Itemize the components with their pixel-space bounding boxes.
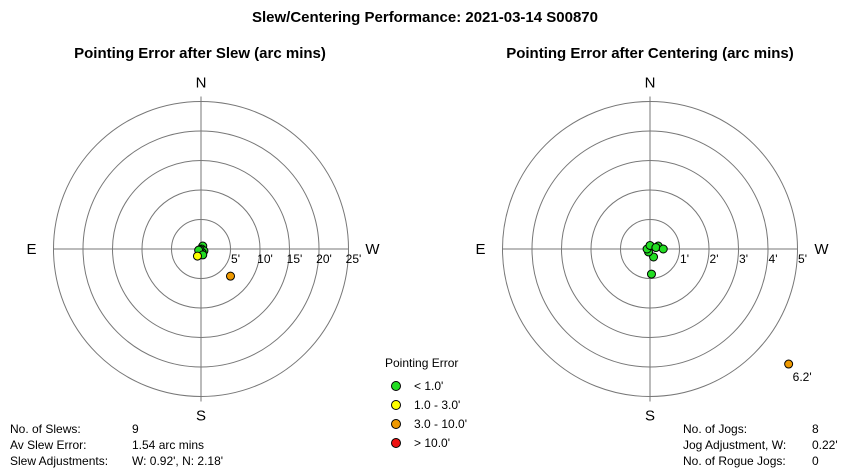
legend-item: 3.0 - 10.0' xyxy=(391,414,467,433)
legend-title: Pointing Error xyxy=(385,356,459,370)
legend-item-label: < 1.0' xyxy=(414,378,444,393)
centering-data-point xyxy=(658,244,668,254)
centering-ring-label: 3' xyxy=(739,252,748,266)
red-dot-icon xyxy=(391,437,401,448)
slew-ring-label: 10' xyxy=(257,252,273,266)
slew-ring-label: 20' xyxy=(316,252,332,266)
slew-stat-value: W: 0.92', N: 2.18' xyxy=(132,454,224,468)
slew-chart-title: Pointing Error after Slew (arc mins) xyxy=(74,45,326,62)
main-title: Slew/Centering Performance: 2021-03-14 S… xyxy=(251,9,598,26)
centering-polar-chart: N S E W 1' 2' 3' 4' 5' 6.2' xyxy=(475,75,829,425)
jog-stat-value: 0 xyxy=(812,454,819,468)
slew-stat-label: Av Slew Error: xyxy=(10,438,87,452)
slew-direction-east: E xyxy=(26,241,36,258)
slew-stat-row: No. of Slews: 9 xyxy=(10,421,223,437)
slew-data-point xyxy=(192,251,202,261)
centering-direction-east: E xyxy=(475,241,485,258)
centering-data-point xyxy=(784,359,794,369)
centering-direction-south: S xyxy=(645,408,655,425)
legend-item: < 1.0' xyxy=(391,376,467,395)
centering-ring-label: 2' xyxy=(710,252,719,266)
slew-stat-label: Slew Adjustments: xyxy=(10,454,109,468)
orange-dot-icon xyxy=(391,418,401,429)
slew-polar-chart: N S E W 5' 10' 15' 20' 25' xyxy=(26,75,380,425)
jog-stat-label: Jog Adjustment, W: xyxy=(683,438,787,452)
slew-stat-value: 1.54 arc mins xyxy=(132,438,205,452)
legend-item: 1.0 - 3.0' xyxy=(391,395,467,414)
centering-direction-north: N xyxy=(645,75,656,92)
centering-ring-label: 1' xyxy=(680,252,689,266)
jog-stat-label: No. of Rogue Jogs: xyxy=(683,454,786,468)
jog-stats: No. of Jogs: 8 Jog Adjustment, W: 0.22' … xyxy=(683,421,838,469)
slew-stats: No. of Slews: 9 Av Slew Error: 1.54 arc … xyxy=(10,421,223,469)
slew-direction-west: W xyxy=(365,241,380,258)
centering-chart-title: Pointing Error after Centering (arc mins… xyxy=(506,45,794,62)
jog-stat-row: No. of Jogs: 8 xyxy=(683,421,838,437)
centering-direction-west: W xyxy=(814,241,829,258)
jog-stat-label: No. of Jogs: xyxy=(683,422,748,436)
jog-stat-row: No. of Rogue Jogs: 0 xyxy=(683,453,838,469)
green-dot-icon xyxy=(391,380,401,391)
slew-ring-label: 15' xyxy=(287,252,303,266)
slew-direction-south: S xyxy=(196,408,206,425)
legend: Pointing Error < 1.0' 1.0 - 3.0' 3.0 - 1… xyxy=(385,356,467,452)
centering-ring-label: 4' xyxy=(769,252,778,266)
yellow-dot-icon xyxy=(391,399,401,410)
slew-stat-row: Av Slew Error: 1.54 arc mins xyxy=(10,437,223,453)
slew-stat-value: 9 xyxy=(132,422,139,436)
centering-point-label: 6.2' xyxy=(793,370,812,384)
legend-item-label: 3.0 - 10.0' xyxy=(414,416,467,431)
slew-ring-label: 25' xyxy=(346,252,362,266)
legend-item: > 10.0' xyxy=(391,433,467,452)
slew-direction-north: N xyxy=(196,75,207,92)
jog-stat-value: 8 xyxy=(812,422,819,436)
legend-item-label: > 10.0' xyxy=(414,435,450,450)
slew-stat-row: Slew Adjustments: W: 0.92', N: 2.18' xyxy=(10,453,223,469)
jog-stat-row: Jog Adjustment, W: 0.22' xyxy=(683,437,838,453)
slew-ring-label: 5' xyxy=(231,252,240,266)
jog-stat-value: 0.22' xyxy=(812,438,838,452)
slew-data-point xyxy=(226,271,235,281)
slew-stat-label: No. of Slews: xyxy=(10,422,81,436)
centering-ring-label: 5' xyxy=(798,252,807,266)
centering-data-point xyxy=(651,243,661,253)
legend-item-label: 1.0 - 3.0' xyxy=(414,397,461,412)
centering-data-point xyxy=(646,269,656,279)
